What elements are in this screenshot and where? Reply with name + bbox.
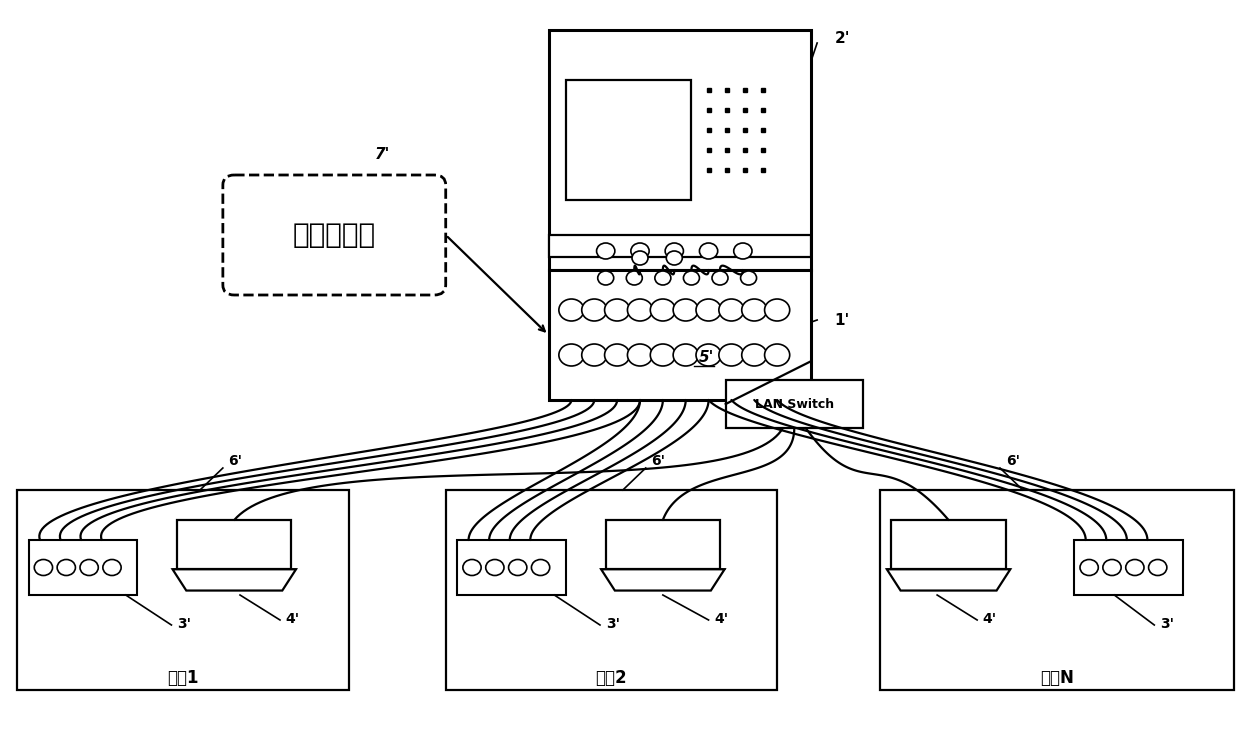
Bar (29, 540, 138, 595)
Circle shape (582, 299, 606, 321)
Circle shape (596, 243, 615, 259)
Text: 6': 6' (228, 454, 243, 468)
Bar (1074, 540, 1183, 595)
Text: 用户1: 用户1 (167, 669, 198, 687)
Bar (445, 490, 777, 690)
Text: 用户N: 用户N (1040, 669, 1074, 687)
Circle shape (627, 299, 652, 321)
Bar (177, 520, 291, 569)
Bar (548, 270, 811, 400)
Circle shape (559, 344, 584, 366)
Circle shape (696, 299, 722, 321)
Text: 1': 1' (835, 313, 849, 327)
Bar (458, 540, 565, 595)
Bar (605, 520, 720, 569)
Text: 3': 3' (1159, 617, 1174, 631)
Circle shape (626, 271, 642, 285)
Circle shape (57, 559, 76, 576)
Circle shape (742, 299, 766, 321)
Text: 4': 4' (714, 612, 728, 626)
Circle shape (673, 344, 698, 366)
Circle shape (559, 299, 584, 321)
Circle shape (582, 344, 606, 366)
Text: 4': 4' (983, 612, 997, 626)
Circle shape (81, 559, 98, 576)
Bar (892, 520, 1006, 569)
Text: 7': 7' (376, 147, 391, 162)
Circle shape (719, 299, 744, 321)
Circle shape (1080, 559, 1099, 576)
Circle shape (734, 243, 751, 259)
Circle shape (699, 243, 718, 259)
Circle shape (508, 559, 527, 576)
Circle shape (605, 344, 630, 366)
Circle shape (598, 271, 614, 285)
Circle shape (627, 344, 652, 366)
Circle shape (1102, 559, 1121, 576)
Circle shape (765, 344, 790, 366)
Text: 3': 3' (605, 617, 620, 631)
Polygon shape (601, 569, 724, 590)
Circle shape (740, 271, 756, 285)
Circle shape (463, 559, 481, 576)
Bar (548, 30, 811, 270)
Circle shape (655, 271, 671, 285)
Bar (565, 80, 692, 200)
Circle shape (696, 344, 722, 366)
Circle shape (719, 344, 744, 366)
Circle shape (605, 299, 630, 321)
Polygon shape (172, 569, 296, 590)
Circle shape (35, 559, 52, 576)
Circle shape (1126, 559, 1145, 576)
Text: 用户2: 用户2 (595, 669, 627, 687)
Circle shape (665, 243, 683, 259)
Circle shape (650, 344, 676, 366)
Circle shape (712, 271, 728, 285)
Circle shape (486, 559, 503, 576)
Text: 6': 6' (651, 454, 666, 468)
Text: 2': 2' (835, 30, 849, 46)
Text: 5': 5' (699, 350, 714, 365)
Circle shape (683, 271, 699, 285)
Text: 复用管理器: 复用管理器 (293, 221, 376, 249)
Bar (880, 490, 1234, 690)
Polygon shape (887, 569, 1011, 590)
Circle shape (631, 243, 650, 259)
Circle shape (632, 251, 649, 265)
Circle shape (666, 251, 682, 265)
Circle shape (532, 559, 549, 576)
Circle shape (1148, 559, 1167, 576)
Text: 3': 3' (177, 617, 191, 631)
Circle shape (650, 299, 676, 321)
FancyBboxPatch shape (223, 175, 445, 295)
Circle shape (742, 344, 766, 366)
Bar (548, 235, 811, 257)
Bar (725, 380, 863, 428)
Circle shape (103, 559, 122, 576)
Bar (17, 490, 348, 690)
Circle shape (673, 299, 698, 321)
Text: 4': 4' (285, 612, 300, 626)
Text: LAN Switch: LAN Switch (755, 398, 833, 410)
Text: 6': 6' (1006, 454, 1019, 468)
Circle shape (765, 299, 790, 321)
